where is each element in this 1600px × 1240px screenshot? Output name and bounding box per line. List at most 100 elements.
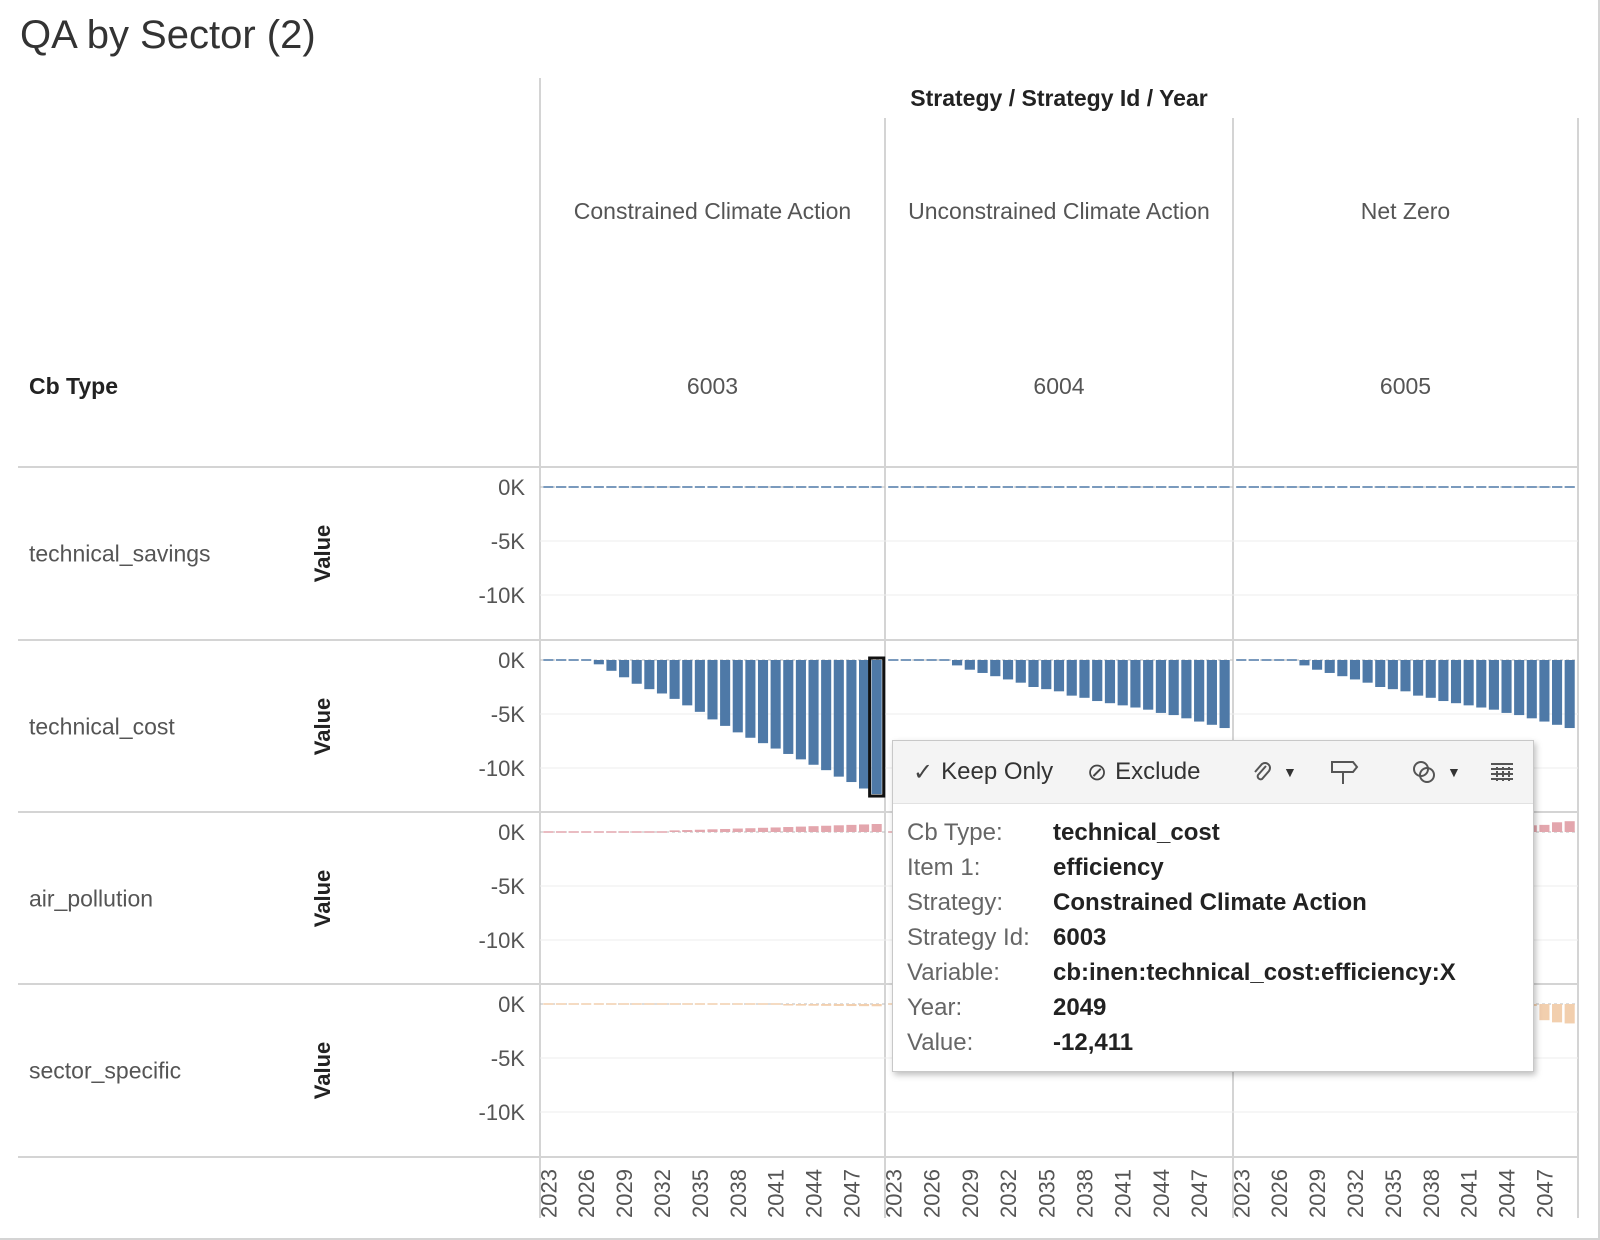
bar (631, 1003, 642, 1005)
bar (1324, 486, 1335, 488)
bar (669, 660, 680, 699)
bar (1387, 660, 1398, 690)
bar (901, 486, 912, 488)
tooltip-value: 2049 (1053, 993, 1107, 1021)
bar (977, 486, 988, 488)
x-tick-label: 2026 (920, 1169, 945, 1218)
bar (581, 659, 592, 661)
bar (808, 486, 819, 488)
x-tick-label: 2044 (1149, 1169, 1174, 1218)
bar (1552, 486, 1563, 488)
bar (1274, 659, 1285, 661)
bar (1539, 1004, 1550, 1021)
bar (1168, 660, 1179, 716)
bar (720, 1003, 731, 1005)
bar (871, 660, 882, 795)
bar (1526, 660, 1537, 719)
bar (990, 486, 1001, 488)
bar (926, 659, 937, 661)
tooltip-value: cb:inen:technical_cost:efficiency:X (1053, 958, 1456, 986)
bar (1130, 660, 1141, 708)
y-axis-label: Value (310, 1042, 335, 1099)
x-tick-label: 2035 (1381, 1169, 1406, 1218)
tooltip-row: Variable: cb:inen:technical_cost:efficie… (907, 955, 1456, 990)
bar (783, 660, 794, 754)
bar (1261, 659, 1272, 661)
bar (1206, 486, 1217, 488)
bar (846, 1004, 857, 1007)
bar (859, 824, 870, 832)
x-tick-label: 2026 (1267, 1169, 1292, 1218)
bar (1501, 660, 1512, 713)
mark-tooltip: ✓ Keep Only ⊘ Exclude ▼ ▼ (892, 740, 1534, 1072)
sets-button[interactable]: ▼ (1411, 755, 1461, 789)
tooltip-value: efficiency (1053, 853, 1164, 881)
bar (720, 486, 731, 488)
tooltip-key: Value: (907, 1028, 974, 1056)
bar (808, 660, 819, 765)
keep-only-button[interactable]: ✓ Keep Only (913, 755, 1053, 789)
keep-only-label: Keep Only (941, 758, 1054, 785)
bar (1066, 486, 1077, 488)
x-tick-label: 2026 (574, 1169, 599, 1218)
bar (1194, 486, 1205, 488)
bar (656, 486, 668, 488)
bar (1168, 486, 1179, 488)
tooltip-row: Cb Type: technical_cost (907, 815, 1456, 850)
bar (964, 486, 975, 488)
bar (1438, 660, 1449, 702)
bar (555, 659, 566, 661)
y-tick-label: -5K (491, 702, 526, 727)
bar (1324, 660, 1335, 673)
bar (619, 831, 630, 833)
bar (964, 660, 975, 670)
bar (1104, 660, 1116, 704)
bar (682, 660, 693, 706)
ban-icon: ⊘ (1087, 758, 1108, 786)
group-members-button[interactable]: ▼ (1251, 755, 1297, 789)
bar (757, 660, 769, 744)
bar (926, 486, 937, 488)
bar (1143, 660, 1154, 710)
bar (631, 486, 642, 488)
bar (1079, 486, 1090, 488)
y-tick-label: -5K (491, 874, 526, 899)
x-tick-label: 2035 (688, 1169, 713, 1218)
bar (1104, 486, 1116, 488)
bar (1248, 659, 1259, 661)
bar (707, 660, 718, 720)
bar (757, 827, 769, 832)
tooltip-row: Year: 2049 (907, 990, 1456, 1025)
bar (1002, 660, 1014, 680)
y-tick-label: -10K (479, 583, 526, 608)
bar (1488, 660, 1499, 710)
tooltip-toolbar: ✓ Keep Only ⊘ Exclude ▼ ▼ (893, 741, 1533, 804)
tooltip-key: Item 1: (907, 853, 981, 881)
bar (707, 486, 718, 488)
bar (593, 831, 604, 833)
x-tick-label: 2023 (1229, 1169, 1254, 1218)
strategy-header: Net Zero (1361, 198, 1450, 224)
bar (1041, 486, 1052, 488)
bar (871, 824, 882, 832)
bar (1299, 486, 1310, 488)
x-tick-label: 2029 (612, 1169, 637, 1218)
tooltip-row: Strategy Id: 6003 (907, 920, 1456, 955)
bar (1387, 486, 1398, 488)
view-data-button[interactable] (1489, 755, 1515, 789)
row-header-cb-type: Cb Type (29, 373, 118, 399)
bar (619, 660, 630, 678)
bar (593, 486, 604, 488)
x-tick-label: 2047 (1187, 1169, 1212, 1218)
bar (1028, 660, 1039, 687)
tooltip-key: Cb Type: (907, 818, 1003, 846)
bar (770, 486, 781, 488)
highlighter-icon (1331, 761, 1359, 784)
bar (1362, 660, 1373, 683)
bar (1564, 1004, 1575, 1024)
exclude-button[interactable]: ⊘ Exclude (1087, 755, 1201, 789)
x-tick-label: 2035 (1034, 1169, 1059, 1218)
chevron-down-icon: ▼ (1447, 764, 1461, 780)
highlight-button[interactable] (1329, 755, 1359, 789)
